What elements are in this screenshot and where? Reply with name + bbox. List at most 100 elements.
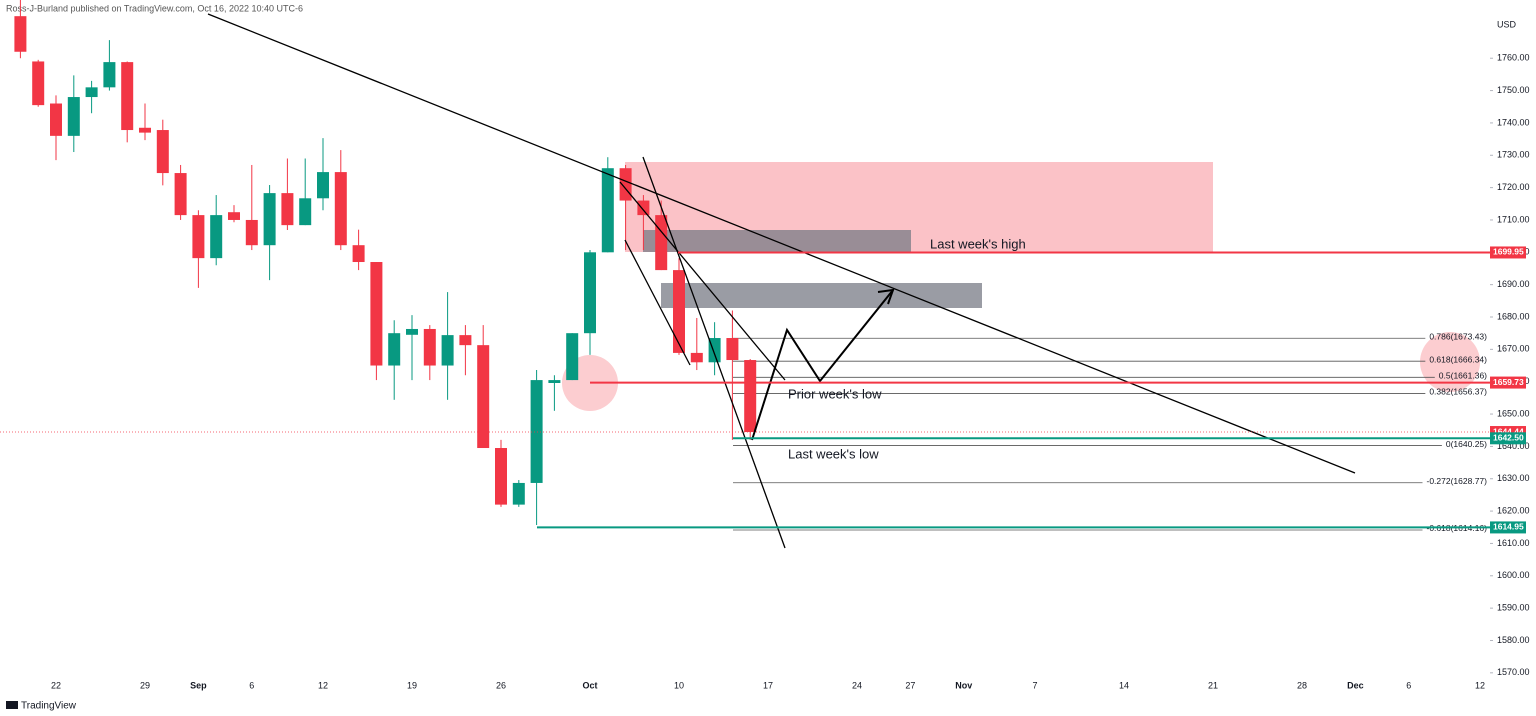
candle-body [530,380,543,483]
x-tick-label: 26 [496,680,506,690]
price-tag-label: 1642.50 [1493,433,1524,443]
y-tick-label: 1690.00 [1497,279,1530,289]
candle-body [548,380,561,383]
price-tag [1490,432,1526,445]
x-tick-label: 12 [318,680,328,690]
x-tick-label: 21 [1208,680,1218,690]
candle-body [744,360,757,433]
x-tick-label: 22 [51,680,61,690]
highlight-circle [1420,332,1480,392]
candle-body [673,270,685,353]
fib-label: 0.618(1666.34) [1429,354,1487,364]
x-tick-label: 6 [249,680,254,690]
candle-body [245,219,258,246]
candle-body [637,200,650,216]
y-tick-label: 1590.00 [1497,603,1530,613]
candle-body [139,127,151,133]
x-tick-label: 19 [407,680,417,690]
x-tick-label: 7 [1032,680,1037,690]
trend-line [619,181,786,381]
candle-body [210,215,223,259]
x-tick-label: 10 [674,680,684,690]
candle-body [370,262,383,366]
x-tick-label: Dec [1347,680,1364,690]
fib-label: 0.786(1673.43) [1429,332,1487,342]
projection-path [751,289,894,441]
y-tick-label: 1680.00 [1497,311,1530,321]
y-tick-label: 1720.00 [1497,182,1530,192]
x-tick-label: 24 [852,680,862,690]
candle-body [103,62,116,88]
y-tick-label: 1760.00 [1497,53,1530,63]
candle-body [459,335,472,346]
logo: TradingView [6,701,77,712]
y-tick-label: 1710.00 [1497,214,1530,224]
header: Ross-J-Burland published on TradingView.… [6,3,303,13]
candle-body [406,328,418,335]
x-tick-label: 14 [1119,680,1129,690]
price-tag-label: 1644.44 [1493,426,1524,436]
y-tick-label: 1600.00 [1497,570,1530,580]
price-tag [1490,376,1526,389]
candle-body [477,345,490,449]
trend-line [642,156,786,549]
candle-body [495,448,507,505]
price-tag-label: 1699.95 [1493,247,1524,257]
y-tick-label: 1610.00 [1497,538,1530,548]
candle-body [192,215,205,259]
trend-line [207,13,1356,474]
arrow-head [877,288,895,305]
fib-label: 0.5(1661.36) [1439,371,1487,381]
x-tick-label: Oct [582,680,597,690]
y-tick-label: 1750.00 [1497,85,1530,95]
annotation: Prior week's low [788,386,882,401]
candle-body [85,87,98,98]
drawings [562,162,1480,411]
candle-body [299,198,312,226]
y-tick-label: 1650.00 [1497,408,1530,418]
candle-body [67,97,80,136]
y-tick-label: 1630.00 [1497,473,1530,483]
candle-body [50,103,62,136]
y-tick-label: 1740.00 [1497,117,1530,127]
currency: USD [1497,19,1517,29]
candle-body [601,168,614,253]
price-tag [1490,246,1526,259]
candle-body [317,172,329,199]
candle-body [388,333,401,366]
price-tag [1490,521,1526,534]
candle-body [174,173,187,216]
footer: TradingView [21,701,77,712]
logo-mark [6,701,18,709]
candle-body [334,172,347,246]
y-tick-label: 1580.00 [1497,635,1530,645]
candle-body [423,328,436,366]
candle-body [263,193,276,246]
candle-body [281,193,294,226]
y-tick-label: 1730.00 [1497,150,1530,160]
price-tag-label: 1659.73 [1493,377,1524,387]
x-tick-label: 27 [905,680,915,690]
fib-label: 0(1640.25) [1446,439,1487,449]
x-tick-label: Sep [190,680,207,690]
y-tick-label: 1570.00 [1497,667,1530,677]
fib-label: 0.382(1656.37) [1429,387,1487,397]
candle-body [690,352,703,363]
candle-body [228,212,240,220]
x-tick-label: 29 [140,680,150,690]
x-tick-label: 17 [763,680,773,690]
price-tag-label: 1614.95 [1493,522,1524,532]
y-tick-label: 1620.00 [1497,505,1530,515]
annotation: Last week's low [788,446,879,461]
candle-body [566,333,579,381]
candle-body [655,215,668,271]
x-tick-label: Nov [955,680,972,690]
trend-line [624,239,691,366]
candle-body [584,252,596,334]
candle-body [121,62,134,131]
candle-body [14,16,27,52]
trend-lines [207,13,1356,549]
y-tick-label: 1670.00 [1497,344,1530,354]
